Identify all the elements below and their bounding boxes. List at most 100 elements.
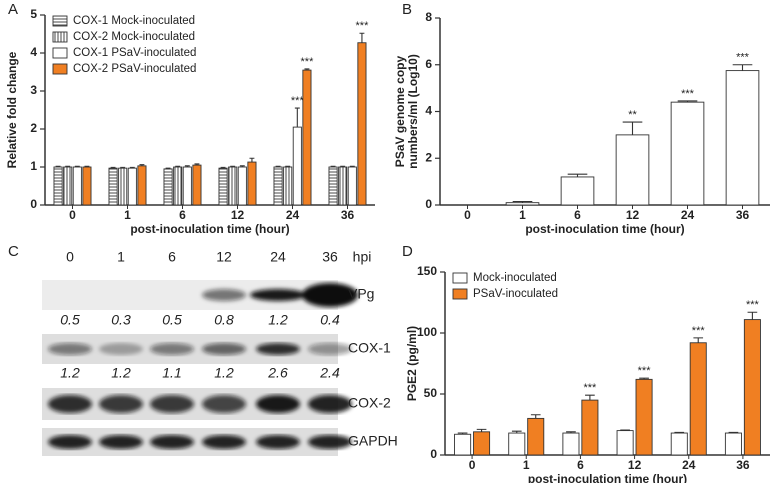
bar xyxy=(357,42,367,206)
error-bar xyxy=(567,173,588,177)
legend-label: COX-2 Mock-inoculated xyxy=(73,31,195,43)
bar xyxy=(82,166,92,206)
error-bar xyxy=(249,157,255,163)
x-axis-label: post-inoculation time (hour) xyxy=(528,472,687,483)
bar xyxy=(615,134,650,206)
y-axis-label: Relative fold change xyxy=(5,51,19,168)
ratio-label: 2.4 xyxy=(319,365,340,381)
error-bar xyxy=(294,107,300,128)
x-axis-label: post-inoculation time (hour) xyxy=(130,222,289,236)
ratio-label: 1.2 xyxy=(268,312,288,328)
ratio-label: 1.2 xyxy=(214,365,234,381)
bar xyxy=(72,166,82,206)
bar xyxy=(218,167,228,206)
y-tick-label: 100 xyxy=(417,325,437,339)
bar xyxy=(581,399,599,456)
x-tick-label: 36 xyxy=(736,458,750,472)
bar xyxy=(725,70,760,206)
y-tick-label: 2 xyxy=(425,150,432,164)
bar xyxy=(182,166,192,206)
blot-band xyxy=(48,435,92,449)
bar xyxy=(137,165,147,206)
error-bar xyxy=(129,166,135,169)
legend-swatch xyxy=(52,63,68,75)
blot-band xyxy=(256,395,300,413)
bar xyxy=(724,432,742,456)
x-tick-label: 24 xyxy=(682,458,696,472)
y-tick-label: 0 xyxy=(30,197,37,211)
significance-label: *** xyxy=(583,382,597,394)
blot-band xyxy=(150,435,194,449)
ratio-label: 1.2 xyxy=(60,365,80,381)
error-bar xyxy=(340,165,346,167)
error-bar xyxy=(184,165,190,167)
panel-label: A xyxy=(8,1,18,18)
y-axis-label: numbers/ml (Log10) xyxy=(406,54,420,169)
ratio-label: 0.8 xyxy=(214,312,234,328)
x-tick-label: 24 xyxy=(286,208,300,222)
x-tick-label: 12 xyxy=(628,458,642,472)
legend-swatch xyxy=(452,272,468,284)
bar xyxy=(527,417,545,456)
blot-bands xyxy=(202,283,358,307)
y-tick-label: 8 xyxy=(425,10,432,24)
ratio-label: 0.5 xyxy=(60,312,80,328)
legend-label: COX-1 Mock-inoculated xyxy=(73,15,195,27)
bar xyxy=(228,166,238,206)
ratio-label: 1.1 xyxy=(162,365,181,381)
x-tick-label: 36 xyxy=(341,208,355,222)
bar xyxy=(163,168,173,206)
error-bar xyxy=(620,429,630,431)
error-bar xyxy=(349,165,355,167)
significance-label: *** xyxy=(638,365,652,377)
bar xyxy=(670,432,688,456)
error-bar xyxy=(285,165,291,167)
bar xyxy=(292,126,302,206)
lane-label: 12 xyxy=(216,249,232,265)
ratio-label: 2.6 xyxy=(267,365,288,381)
x-tick-label: 6 xyxy=(179,208,186,222)
error-bar xyxy=(512,200,533,203)
bar xyxy=(689,342,707,456)
bar xyxy=(53,166,63,206)
lane-label: 24 xyxy=(270,249,286,265)
significance-label: *** xyxy=(746,299,760,311)
error-bar xyxy=(110,166,116,169)
lane-label: 1 xyxy=(117,249,125,265)
blot-band xyxy=(99,435,143,449)
error-bar xyxy=(239,165,245,167)
legend-swatch xyxy=(52,15,68,27)
error-bar xyxy=(175,165,181,167)
legend-label: PSaV-inoculated xyxy=(473,288,558,300)
significance-label: ** xyxy=(628,109,637,121)
blot-bands xyxy=(48,395,352,413)
y-tick-label: 50 xyxy=(424,386,438,400)
blot-band xyxy=(250,289,306,301)
error-bar xyxy=(65,165,71,167)
bar xyxy=(505,202,540,206)
error-bar xyxy=(530,414,541,419)
error-bar xyxy=(476,428,487,432)
blot-band xyxy=(202,395,246,413)
bar xyxy=(454,433,472,456)
row-label: GAPDH xyxy=(348,433,398,449)
y-tick-label: 0 xyxy=(425,197,432,211)
blot-band xyxy=(99,395,143,413)
y-tick-label: 1 xyxy=(30,159,37,173)
blot-bands xyxy=(48,343,352,355)
error-bar xyxy=(511,430,522,434)
blot-band xyxy=(202,435,246,449)
blot-band xyxy=(48,343,92,355)
x-tick-label: 0 xyxy=(469,458,476,472)
bar xyxy=(562,432,580,456)
bar xyxy=(347,166,357,206)
bar xyxy=(247,161,257,206)
bar xyxy=(560,176,595,206)
y-tick-label: 3 xyxy=(30,83,37,97)
error-bar xyxy=(677,100,698,103)
blot-band xyxy=(256,343,300,355)
significance-label: *** xyxy=(291,95,305,107)
y-tick-label: 5 xyxy=(30,7,37,21)
x-tick-label: 0 xyxy=(464,208,471,222)
